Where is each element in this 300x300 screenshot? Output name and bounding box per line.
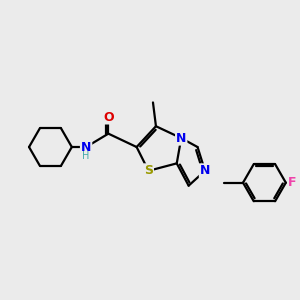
Text: F: F [288,176,297,189]
Text: N: N [200,164,210,177]
Text: H: H [82,151,90,161]
Text: N: N [176,132,186,145]
Text: S: S [144,164,153,177]
Text: O: O [103,110,114,124]
Text: N: N [81,140,91,154]
